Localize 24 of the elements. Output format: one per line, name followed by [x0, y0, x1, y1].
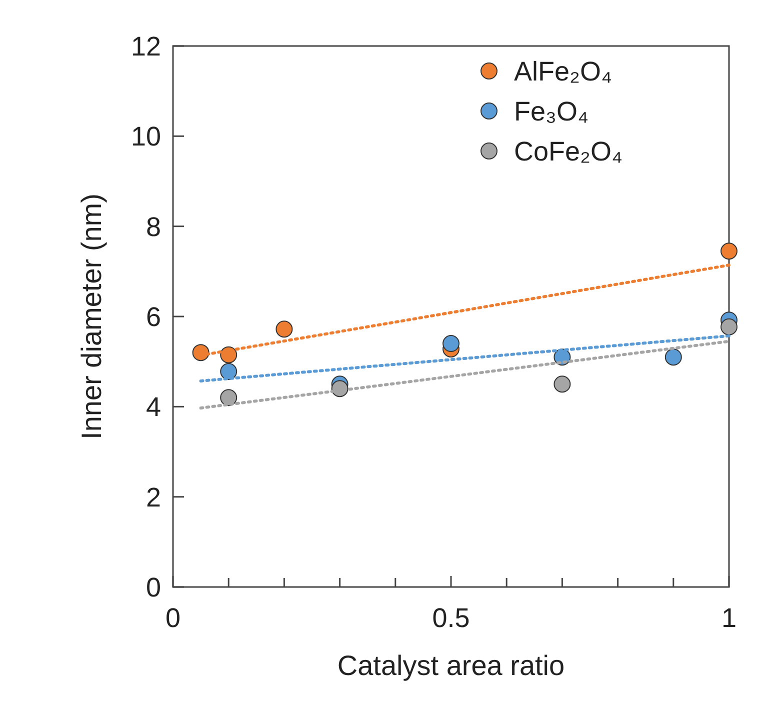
legend-label: AlFe₂O₄	[514, 56, 612, 86]
point	[220, 389, 238, 406]
y-tick-label: 10	[130, 122, 161, 152]
x-axis-title: Catalyst area ratio	[337, 650, 565, 681]
y-tick-label: 6	[146, 302, 161, 332]
point	[276, 320, 293, 338]
y-tick-label: 0	[146, 572, 161, 602]
point	[720, 242, 738, 260]
x-tick-label: 0.5	[432, 603, 470, 633]
x-tick-label: 0	[165, 603, 181, 633]
y-tick-label: 2	[146, 482, 161, 512]
point	[664, 348, 682, 366]
y-axis-title: Inner diameter (nm)	[76, 194, 107, 440]
y-tick-label: 4	[146, 392, 161, 422]
point	[554, 376, 571, 393]
legend-label: CoFe₂O₄	[514, 136, 623, 166]
legend-label: Fe₃O₄	[514, 96, 589, 126]
point	[720, 318, 738, 336]
point	[442, 335, 460, 352]
point	[192, 344, 210, 362]
y-tick-label: 12	[130, 31, 161, 62]
x-tick-label: 1	[721, 603, 737, 633]
y-tick-label: 8	[146, 212, 161, 242]
point	[220, 363, 238, 380]
